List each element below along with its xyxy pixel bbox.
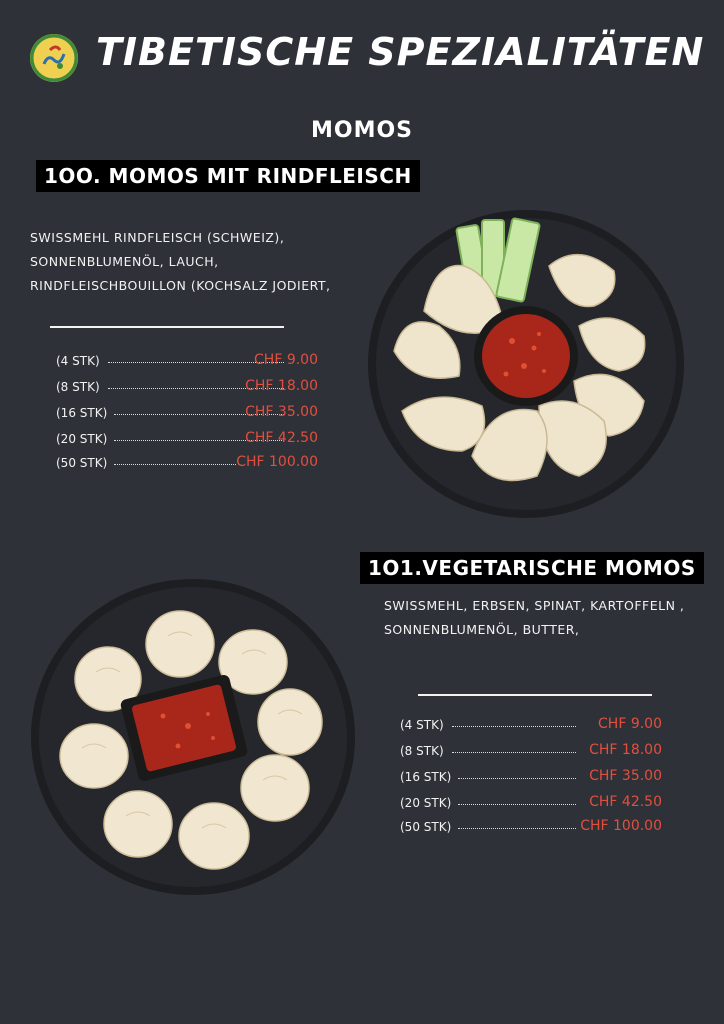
price-quantity: (4 STK) <box>56 354 100 368</box>
dish-description-vegetarian: SWISSMEHL, ERBSEN, SPINAT, KARTOFFELN , … <box>384 594 684 642</box>
price-quantity: (4 STK) <box>400 718 444 732</box>
divider <box>50 326 284 328</box>
dotted-leader <box>108 362 284 363</box>
section-title: MOMOS <box>310 118 414 143</box>
price-row: (50 STK) CHF 100.00 <box>56 454 318 474</box>
dotted-leader <box>458 804 576 805</box>
dotted-leader <box>108 388 284 389</box>
price-quantity: (50 STK) <box>400 820 452 834</box>
dotted-leader <box>458 778 576 779</box>
price-quantity: (50 STK) <box>56 456 108 470</box>
dish-description-beef: SWISSMEHL RINDFLEISCH (SCHWEIZ), SONNENB… <box>30 226 331 298</box>
page-title: TIBETISCHE SPEZIALITÄTEN <box>96 30 705 74</box>
dotted-leader <box>114 440 284 441</box>
price-quantity: (16 STK) <box>56 406 108 420</box>
beef-momos-plate-photo <box>364 206 688 522</box>
price-value: CHF 35.00 <box>245 404 318 420</box>
price-quantity: (8 STK) <box>400 744 444 758</box>
price-value: CHF 100.00 <box>236 454 318 470</box>
price-row: (8 STK) CHF 18.00 <box>400 742 662 762</box>
price-value: CHF 42.50 <box>245 430 318 446</box>
price-quantity: (16 STK) <box>400 770 452 784</box>
dotted-leader <box>458 828 576 829</box>
price-value: CHF 35.00 <box>589 768 662 784</box>
divider <box>418 694 652 696</box>
price-row: (20 STK) CHF 42.50 <box>56 430 318 450</box>
dotted-leader <box>114 464 236 465</box>
price-row: (8 STK) CHF 18.00 <box>56 378 318 398</box>
dotted-leader <box>452 726 576 727</box>
price-value: CHF 18.00 <box>245 378 318 394</box>
description-line: SWISSMEHL, ERBSEN, SPINAT, KARTOFFELN , <box>384 598 685 613</box>
dish-title-vegetarian: 1O1.VEGETARISCHE MOMOS <box>360 552 704 584</box>
dotted-leader <box>452 752 576 753</box>
restaurant-logo <box>30 34 78 82</box>
dotted-leader <box>114 414 284 415</box>
price-row: (4 STK) CHF 9.00 <box>56 352 318 372</box>
dish-title-beef: 1OO. MOMOS MIT RINDFLEISCH <box>36 160 420 192</box>
price-value: CHF 9.00 <box>598 716 662 732</box>
price-row: (20 STK) CHF 42.50 <box>400 794 662 814</box>
price-value: CHF 9.00 <box>254 352 318 368</box>
price-quantity: (8 STK) <box>56 380 100 394</box>
description-line: SONNENBLUMENÖL, LAUCH, <box>30 254 219 269</box>
price-value: CHF 18.00 <box>589 742 662 758</box>
description-line: SWISSMEHL RINDFLEISCH (SCHWEIZ), <box>30 230 285 245</box>
description-line: RINDFLEISCHBOUILLON (KOCHSALZ JODIERT, <box>30 278 331 293</box>
price-quantity: (20 STK) <box>400 796 452 810</box>
price-quantity: (20 STK) <box>56 432 108 446</box>
description-line: SONNENBLUMENÖL, BUTTER, <box>384 622 580 637</box>
price-row: (16 STK) CHF 35.00 <box>56 404 318 424</box>
price-value: CHF 42.50 <box>589 794 662 810</box>
vegetarian-momos-plate-photo <box>28 576 358 898</box>
price-row: (50 STK) CHF 100.00 <box>400 818 662 838</box>
price-row: (16 STK) CHF 35.00 <box>400 768 662 788</box>
price-value: CHF 100.00 <box>580 818 662 834</box>
price-row: (4 STK) CHF 9.00 <box>400 716 662 736</box>
